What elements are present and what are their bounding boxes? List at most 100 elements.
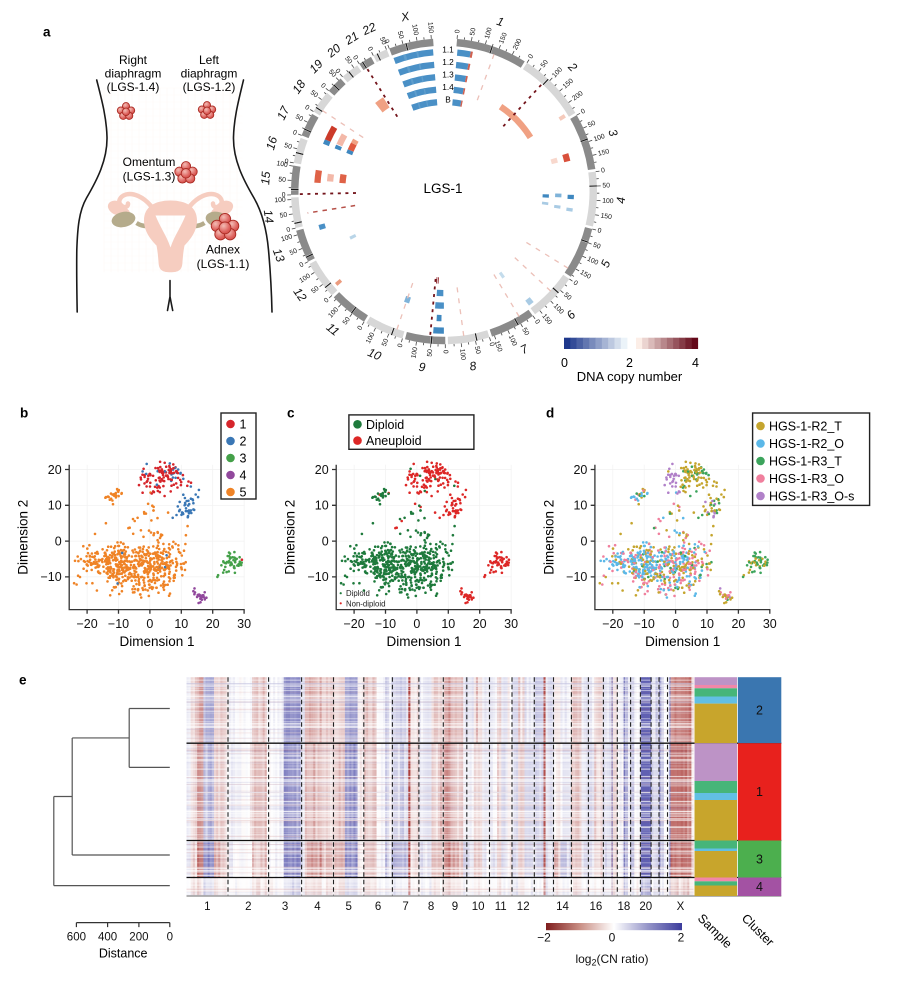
svg-text:50: 50 bbox=[343, 55, 353, 65]
svg-text:0: 0 bbox=[397, 343, 405, 349]
svg-text:1.3: 1.3 bbox=[442, 69, 454, 79]
svg-text:30: 30 bbox=[504, 617, 518, 631]
svg-text:Aneuploid: Aneuploid bbox=[366, 434, 422, 448]
svg-text:150: 150 bbox=[597, 148, 610, 158]
svg-text:13: 13 bbox=[270, 246, 288, 264]
svg-text:3: 3 bbox=[240, 452, 247, 466]
svg-text:50: 50 bbox=[278, 176, 286, 184]
svg-text:12: 12 bbox=[517, 901, 530, 913]
svg-text:Dimension 1: Dimension 1 bbox=[386, 634, 461, 649]
svg-text:a: a bbox=[43, 25, 51, 40]
svg-text:10: 10 bbox=[441, 617, 455, 631]
svg-text:(LGS-1.2): (LGS-1.2) bbox=[183, 80, 236, 94]
svg-text:0: 0 bbox=[146, 617, 153, 631]
svg-text:20: 20 bbox=[731, 617, 745, 631]
svg-text:10: 10 bbox=[573, 499, 587, 513]
svg-text:100: 100 bbox=[280, 233, 293, 243]
svg-text:100: 100 bbox=[410, 24, 419, 37]
svg-text:0: 0 bbox=[292, 129, 298, 137]
svg-text:20: 20 bbox=[48, 463, 62, 477]
svg-text:Dimension 1: Dimension 1 bbox=[645, 634, 720, 649]
svg-text:1: 1 bbox=[495, 14, 506, 29]
svg-text:100: 100 bbox=[276, 160, 289, 169]
svg-text:10: 10 bbox=[366, 345, 384, 363]
svg-text:diaphragm: diaphragm bbox=[105, 67, 162, 81]
svg-text:20: 20 bbox=[473, 617, 487, 631]
svg-text:0: 0 bbox=[55, 534, 62, 548]
svg-text:Distance: Distance bbox=[99, 947, 148, 961]
svg-text:50: 50 bbox=[562, 292, 572, 302]
svg-text:14: 14 bbox=[261, 209, 277, 225]
svg-text:−10: −10 bbox=[307, 570, 328, 584]
svg-text:50: 50 bbox=[540, 59, 550, 69]
svg-text:14: 14 bbox=[556, 901, 569, 913]
svg-text:10: 10 bbox=[472, 901, 485, 913]
svg-text:22: 22 bbox=[359, 20, 378, 39]
svg-text:0: 0 bbox=[572, 280, 579, 288]
svg-text:0: 0 bbox=[366, 46, 374, 53]
svg-text:3: 3 bbox=[605, 127, 621, 138]
svg-text:log2(CN ratio): log2(CN ratio) bbox=[575, 952, 648, 968]
svg-text:0: 0 bbox=[672, 617, 679, 631]
svg-text:0: 0 bbox=[601, 167, 606, 174]
svg-text:50: 50 bbox=[427, 349, 435, 357]
svg-text:10: 10 bbox=[174, 617, 188, 631]
svg-text:100: 100 bbox=[365, 331, 376, 344]
svg-text:50: 50 bbox=[279, 212, 288, 220]
svg-text:0: 0 bbox=[533, 318, 541, 325]
svg-text:2: 2 bbox=[245, 901, 251, 913]
svg-text:Non-diploid: Non-diploid bbox=[346, 599, 385, 608]
svg-text:200: 200 bbox=[512, 38, 523, 51]
svg-text:15: 15 bbox=[258, 171, 273, 186]
svg-text:100: 100 bbox=[458, 348, 466, 360]
svg-text:6: 6 bbox=[375, 901, 381, 913]
svg-text:0: 0 bbox=[413, 617, 420, 631]
svg-text:2: 2 bbox=[240, 435, 247, 449]
svg-text:10: 10 bbox=[315, 499, 329, 513]
svg-text:50: 50 bbox=[473, 346, 481, 355]
svg-text:HGS-1-R3_T: HGS-1-R3_T bbox=[769, 455, 842, 469]
svg-text:100: 100 bbox=[410, 346, 419, 359]
svg-text:1.4: 1.4 bbox=[442, 82, 454, 92]
svg-text:e: e bbox=[19, 673, 27, 688]
svg-text:21: 21 bbox=[342, 29, 362, 48]
svg-text:Dimension 1: Dimension 1 bbox=[119, 634, 194, 649]
svg-text:Left: Left bbox=[199, 53, 220, 67]
svg-text:30: 30 bbox=[763, 617, 777, 631]
svg-text:10: 10 bbox=[700, 617, 714, 631]
svg-text:150: 150 bbox=[579, 269, 593, 281]
svg-text:0: 0 bbox=[298, 261, 305, 269]
svg-text:0: 0 bbox=[322, 534, 329, 548]
svg-text:4: 4 bbox=[756, 880, 763, 894]
svg-text:HGS-1-R2_O: HGS-1-R2_O bbox=[769, 437, 844, 451]
svg-text:5: 5 bbox=[345, 901, 351, 913]
svg-text:DNA copy number: DNA copy number bbox=[577, 369, 683, 384]
svg-text:Dimension 2: Dimension 2 bbox=[16, 500, 31, 575]
svg-text:b: b bbox=[20, 406, 28, 421]
svg-text:1: 1 bbox=[756, 785, 763, 799]
svg-text:0: 0 bbox=[580, 534, 587, 548]
svg-text:0: 0 bbox=[334, 68, 342, 76]
svg-text:50: 50 bbox=[381, 338, 390, 348]
svg-text:0: 0 bbox=[561, 356, 568, 370]
svg-text:2: 2 bbox=[626, 356, 633, 370]
svg-text:d: d bbox=[546, 406, 554, 421]
svg-text:−2: −2 bbox=[537, 931, 551, 945]
svg-text:Diploid: Diploid bbox=[346, 589, 370, 598]
svg-text:100: 100 bbox=[586, 256, 599, 267]
svg-text:1: 1 bbox=[204, 901, 210, 913]
svg-text:(LGS-1.4): (LGS-1.4) bbox=[107, 80, 160, 94]
svg-text:3: 3 bbox=[282, 901, 288, 913]
svg-text:2: 2 bbox=[756, 704, 763, 718]
svg-text:16: 16 bbox=[590, 901, 603, 913]
svg-text:−20: −20 bbox=[343, 617, 364, 631]
svg-text:50: 50 bbox=[592, 242, 602, 251]
svg-text:−10: −10 bbox=[566, 570, 587, 584]
svg-text:150: 150 bbox=[426, 22, 434, 34]
svg-text:1.1: 1.1 bbox=[442, 44, 454, 54]
svg-text:0: 0 bbox=[319, 82, 327, 90]
svg-text:50: 50 bbox=[309, 89, 319, 99]
svg-text:0: 0 bbox=[356, 325, 364, 332]
svg-text:50: 50 bbox=[396, 30, 405, 39]
svg-text:9: 9 bbox=[418, 360, 427, 375]
